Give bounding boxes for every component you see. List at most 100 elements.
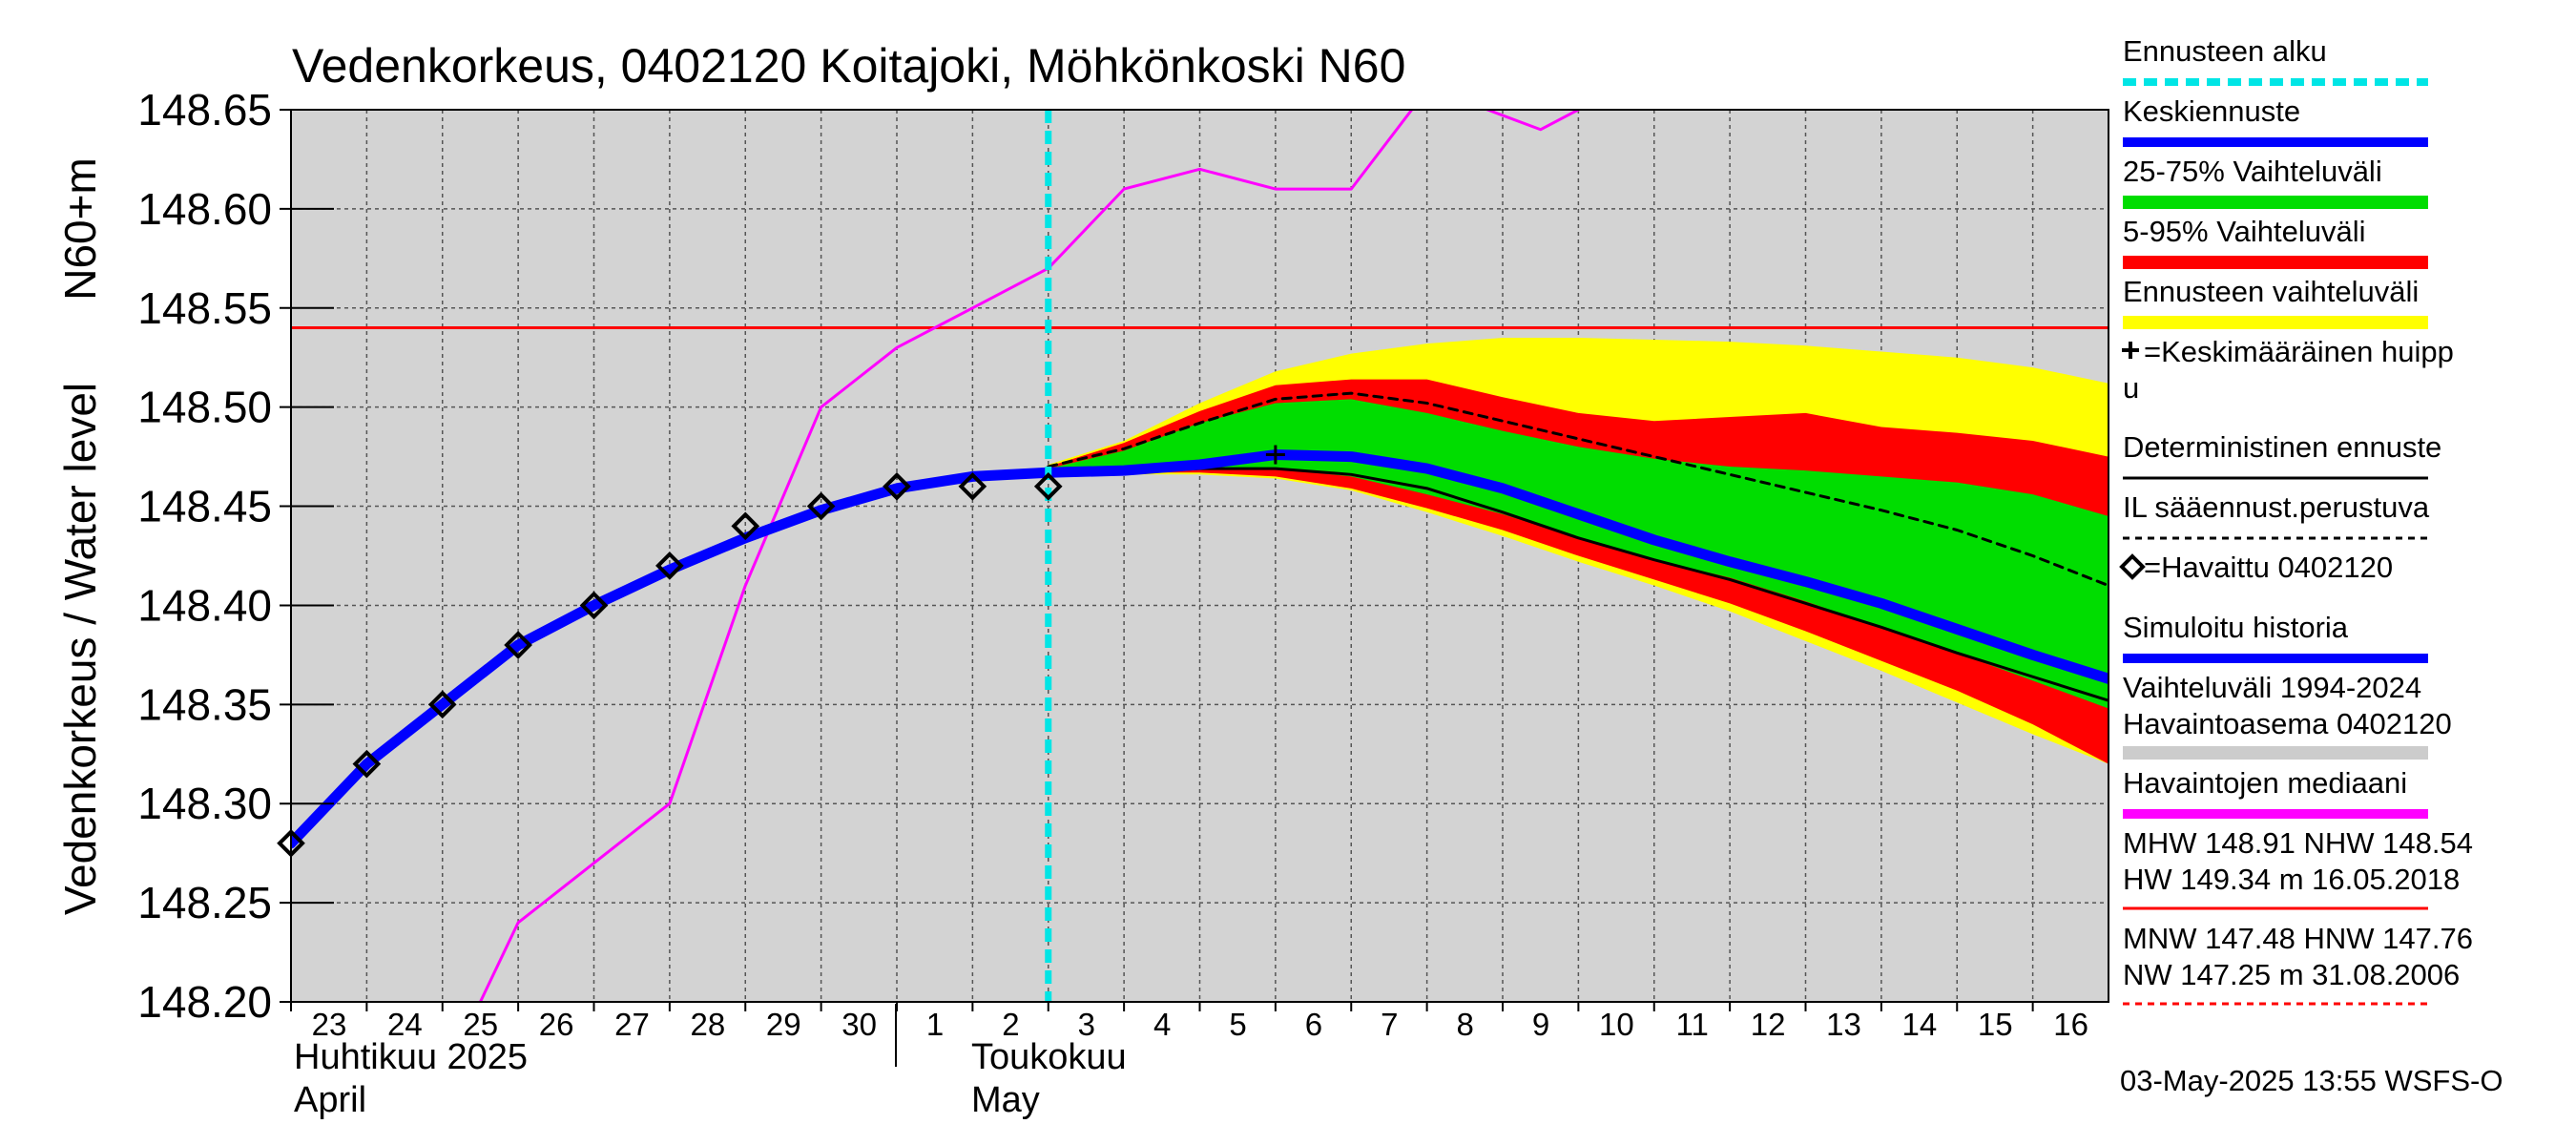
legend-item-range: Ennusteen vaihteluväli xyxy=(2123,275,2428,329)
y-tick-label: 148.45 xyxy=(137,482,272,531)
x-tick-label: 14 xyxy=(1902,1007,1938,1042)
observed-point xyxy=(958,471,987,501)
legend-item-median: Havaintojen mediaani xyxy=(2123,766,2428,819)
series-havaintojen-mediaani xyxy=(478,110,1581,1002)
legend-label-line2: Havaintoasema 0402120 xyxy=(2123,707,2452,740)
legend-swatch xyxy=(2123,256,2428,269)
x-tick-label: 28 xyxy=(691,1007,726,1042)
legend: Ennusteen alku Keskiennuste 25-75% Vaihtel… xyxy=(2119,34,2473,1006)
timestamp: 03-May-2025 13:55 WSFS-O xyxy=(2120,1064,2503,1097)
x-tick-label: 24 xyxy=(387,1007,423,1042)
legend-label: Keskiennuste xyxy=(2123,94,2300,128)
legend-swatch xyxy=(2123,316,2428,329)
series-il-s-ennust-perustuva xyxy=(1047,391,2109,588)
x-tick-label: 5 xyxy=(1229,1007,1246,1042)
legend-item-il: IL sääennust.perustuva xyxy=(2123,490,2430,540)
observed-point xyxy=(427,690,457,719)
mean-peak-marker xyxy=(1265,445,1285,465)
observed-point xyxy=(655,552,684,580)
y-tick-label: 148.65 xyxy=(137,85,272,135)
forecast-bands xyxy=(1048,337,2109,764)
observed-point xyxy=(883,471,911,501)
legend-label: MHW 148.91 NHW 148.54 xyxy=(2123,826,2473,860)
x-tick-label: 15 xyxy=(1978,1007,2013,1042)
x-tick-label: 13 xyxy=(1826,1007,1861,1042)
series-deterministinen-ennuste xyxy=(1047,467,2109,702)
legend-swatch xyxy=(2123,196,2428,209)
y-tick-label: 148.55 xyxy=(137,283,272,333)
x-tick-label: 9 xyxy=(1532,1007,1549,1042)
y-axis-label: Vedenkorkeus / Water level xyxy=(55,383,105,915)
legend-label: 25-75% Vaihteluväli xyxy=(2123,155,2382,188)
x-tick-label: 12 xyxy=(1751,1007,1786,1042)
chart-title: Vedenkorkeus, 0402120 Koitajoki, Möhkönk… xyxy=(292,39,1405,93)
series-lines xyxy=(291,110,2109,1002)
legend-diamond xyxy=(2119,553,2146,580)
legend-label: Deterministinen ennuste xyxy=(2123,430,2441,464)
legend-item-p2575: 25-75% Vaihteluväli xyxy=(2123,155,2428,209)
legend-label: Simuloitu historia xyxy=(2123,611,2349,644)
legend-label-line2: NW 147.25 m 31.08.2006 xyxy=(2123,958,2460,991)
band-25-75-vaihteluv-li xyxy=(1048,399,2109,709)
y-tick-label: 148.20 xyxy=(137,977,272,1027)
legend-label: =Keskimääräinen huipp xyxy=(2144,335,2454,368)
x-tick-label: 29 xyxy=(766,1007,801,1042)
x-tick-label: 26 xyxy=(539,1007,574,1042)
plot-area xyxy=(277,109,2109,1003)
series-keskiennuste xyxy=(1044,450,2109,683)
legend-label: IL sääennust.perustuva xyxy=(2123,490,2430,524)
legend-label: Vaihteluväli 1994-2024 xyxy=(2123,671,2421,704)
x-tick-label: 1 xyxy=(926,1007,944,1042)
observed-point xyxy=(1033,471,1063,501)
y-tick-label: 148.50 xyxy=(137,383,272,432)
x-tick-label: 4 xyxy=(1153,1007,1171,1042)
legend-label: Havaintojen mediaani xyxy=(2123,766,2407,800)
legend-item-hist: Vaihteluväli 1994-2024 Havaintoasema 040… xyxy=(2123,671,2452,760)
x-tick-label: 30 xyxy=(841,1007,877,1042)
x-tick-label: 7 xyxy=(1381,1007,1398,1042)
x-tick-label: 2 xyxy=(1002,1007,1019,1042)
legend-item-sim: Simuloitu historia xyxy=(2123,611,2428,663)
legend-item-mean_fc: Keskiennuste xyxy=(2123,94,2428,147)
x-axis: 23 24 25 26 27 28 29 30 1 2 3 4 5 6 7 8 9 10 11 12 13 14 15 16 xyxy=(290,1002,2088,1042)
month-label-may-fi: Toukokuu xyxy=(971,1037,1127,1077)
month-label-april-en: April xyxy=(294,1080,366,1120)
legend-item-obs: =Havaittu 0402120 xyxy=(2119,551,2393,584)
y-tick-label: 148.25 xyxy=(137,878,272,927)
x-tick-label: 8 xyxy=(1456,1007,1473,1042)
x-tick-label: 10 xyxy=(1599,1007,1634,1042)
x-tick-label: 25 xyxy=(463,1007,498,1042)
observed-point xyxy=(806,491,836,521)
legend-label: Ennusteen vaihteluväli xyxy=(2123,275,2419,308)
legend-item-p595: 5-95% Vaihteluväli xyxy=(2123,215,2428,269)
month-label-april-fi: Huhtikuu 2025 xyxy=(294,1037,528,1077)
legend-label-line2: u xyxy=(2123,371,2139,405)
x-tick-label: 6 xyxy=(1305,1007,1322,1042)
x-tick-label: 27 xyxy=(614,1007,650,1042)
x-tick-label: 3 xyxy=(1078,1007,1095,1042)
legend-label: 5-95% Vaihteluväli xyxy=(2123,215,2365,248)
observed-point xyxy=(504,631,532,659)
legend-label: MNW 147.48 HNW 147.76 xyxy=(2123,922,2473,955)
y-tick-label: 148.40 xyxy=(137,580,272,630)
x-tick-label: 23 xyxy=(312,1007,347,1042)
observed-point xyxy=(579,591,609,620)
y-tick-label: 148.60 xyxy=(137,184,272,234)
observed-markers xyxy=(277,471,1063,858)
y-tick-label: 148.35 xyxy=(137,679,272,729)
observed-point xyxy=(731,511,760,541)
legend-label: Ennusteen alku xyxy=(2123,34,2327,68)
x-tick-label: 11 xyxy=(1676,1007,1709,1042)
legend-label: =Havaittu 0402120 xyxy=(2144,551,2393,584)
month-label-may-en: May xyxy=(971,1080,1040,1120)
y-axis: 148.20 148.25 148.30 148.35 148.40 148.45 148.… xyxy=(137,85,334,1027)
legend-item-fc_start: Ennusteen alku xyxy=(2123,34,2428,86)
legend-swatch xyxy=(2123,746,2428,760)
y-tick-label: 148.30 xyxy=(137,779,272,828)
x-tick-label: 16 xyxy=(2053,1007,2088,1042)
legend-item-determ: Deterministinen ennuste xyxy=(2123,430,2441,480)
